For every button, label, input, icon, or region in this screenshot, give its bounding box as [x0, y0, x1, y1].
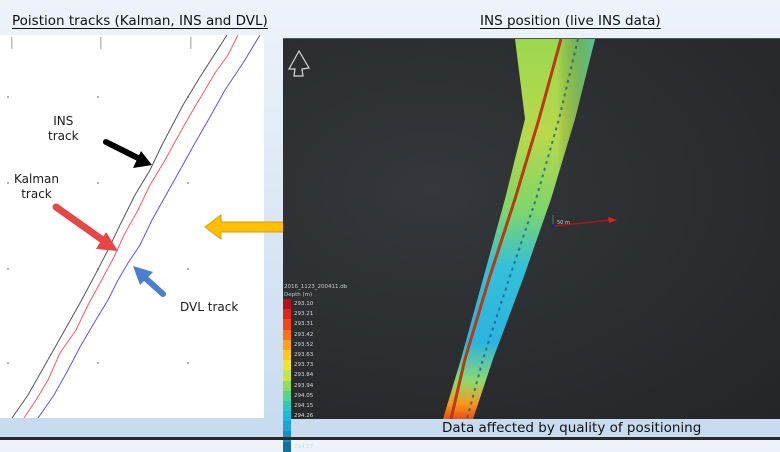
legend-value: 293.42 — [294, 331, 314, 338]
legend-entry: 294.26 — [283, 411, 353, 422]
legend-value: 294.47 — [291, 434, 313, 440]
legend-entry: 293.10 — [283, 299, 353, 310]
left-panel-title: Poistion tracks (Kalman, INS and DVL) — [12, 13, 268, 29]
legend-value: 293.10 — [294, 301, 314, 308]
legend-entry: 293.94 — [283, 380, 353, 391]
legend-swatch — [283, 339, 291, 350]
legend-swatch — [283, 349, 291, 361]
swath-shading — [443, 39, 595, 419]
grid-tick-marks — [11, 37, 192, 49]
nadir-track-line — [449, 39, 563, 419]
legend-value: 293.63 — [294, 352, 314, 359]
legend-swatch — [283, 411, 291, 422]
legend-value: 294.26 — [294, 413, 314, 420]
ins-track-label: INS track — [48, 114, 79, 144]
legend-value: 293.84 — [294, 372, 314, 379]
ins-pointer-arrow — [103, 139, 152, 168]
legend-value: 294.36 — [294, 423, 314, 430]
legend-value: 294.05 — [294, 392, 314, 399]
grid-dots — [7, 96, 189, 364]
north-arrow-icon — [287, 49, 310, 77]
kalman-track-line — [23, 35, 239, 418]
legend-entry: 293.73 — [283, 360, 353, 371]
legend-swatch — [283, 421, 291, 432]
dvl-track-label: DVL track — [180, 300, 239, 314]
legend-entry: 294.57 — [283, 441, 353, 452]
legend-entry: 294.36 — [283, 421, 353, 432]
legend-value: 293.73 — [294, 362, 314, 369]
scale-origin — [551, 224, 555, 228]
swath-seam — [466, 39, 579, 419]
legend-swatch — [283, 319, 291, 330]
depth-legend: 2016_1123_200411.db Depth (m) 293.10 293… — [283, 283, 353, 452]
ins-position-view[interactable]: 50 m 2016_1123_200411.db Depth (m) 293.1… — [283, 38, 780, 452]
bathymetry-swath — [287, 39, 617, 419]
legend-value: 293.52 — [294, 341, 314, 348]
right-panel-title: INS position (live INS data) — [480, 13, 661, 29]
kalman-pointer-arrow — [52, 203, 118, 251]
legend-swatch — [283, 441, 291, 452]
legend-entry: 293.52 — [283, 339, 353, 350]
scale-label: 50 m — [557, 220, 570, 226]
legend-swatch — [283, 431, 291, 442]
scale-x-axis — [552, 219, 614, 227]
bottom-divider — [0, 437, 780, 440]
legend-value: 293.21 — [294, 311, 314, 318]
legend-entry: 293.63 — [283, 349, 353, 361]
tracks-svg — [7, 35, 261, 418]
legend-swatch — [283, 299, 291, 310]
legend-file-name: 2016_1123_200411.db — [284, 284, 348, 290]
legend-entry: 293.42 — [283, 329, 353, 340]
legend-value: 293.31 — [294, 321, 314, 328]
ins-label-line2: track — [48, 129, 79, 143]
legend-entry: 294.05 — [283, 390, 353, 401]
legend-swatch — [283, 380, 291, 391]
ins-label-line1: INS — [53, 114, 74, 128]
legend-entry: 294.47 — [283, 431, 353, 442]
legend-swatch — [283, 329, 291, 340]
scale-arrowhead — [608, 217, 617, 223]
legend-entry: 293.31 — [283, 319, 353, 330]
legend-value: 294.57 — [294, 443, 314, 450]
kalman-label-line1: Kalman — [14, 172, 59, 186]
legend-entry: 293.21 — [283, 309, 353, 320]
legend-swatch — [283, 360, 291, 371]
legend-unit-label: Depth (m) — [284, 292, 313, 298]
legend-value: 293.94 — [294, 382, 314, 389]
kalman-label-line2: track — [21, 187, 52, 201]
dvl-track-line — [37, 35, 261, 418]
dvl-pointer-arrow — [133, 266, 166, 297]
ins-track-line — [11, 35, 228, 418]
bottom-caption: Data affected by quality of positioning — [442, 420, 702, 436]
legend-value: 294.15 — [294, 402, 314, 409]
legend-entry: 294.15 — [283, 400, 353, 412]
legend-entry: 293.84 — [283, 370, 353, 381]
kalman-track-label: Kalman track — [14, 172, 59, 202]
legend-swatch — [283, 400, 291, 412]
legend-swatch — [283, 309, 291, 320]
legend-swatch — [283, 370, 291, 381]
legend-swatch — [283, 390, 291, 401]
